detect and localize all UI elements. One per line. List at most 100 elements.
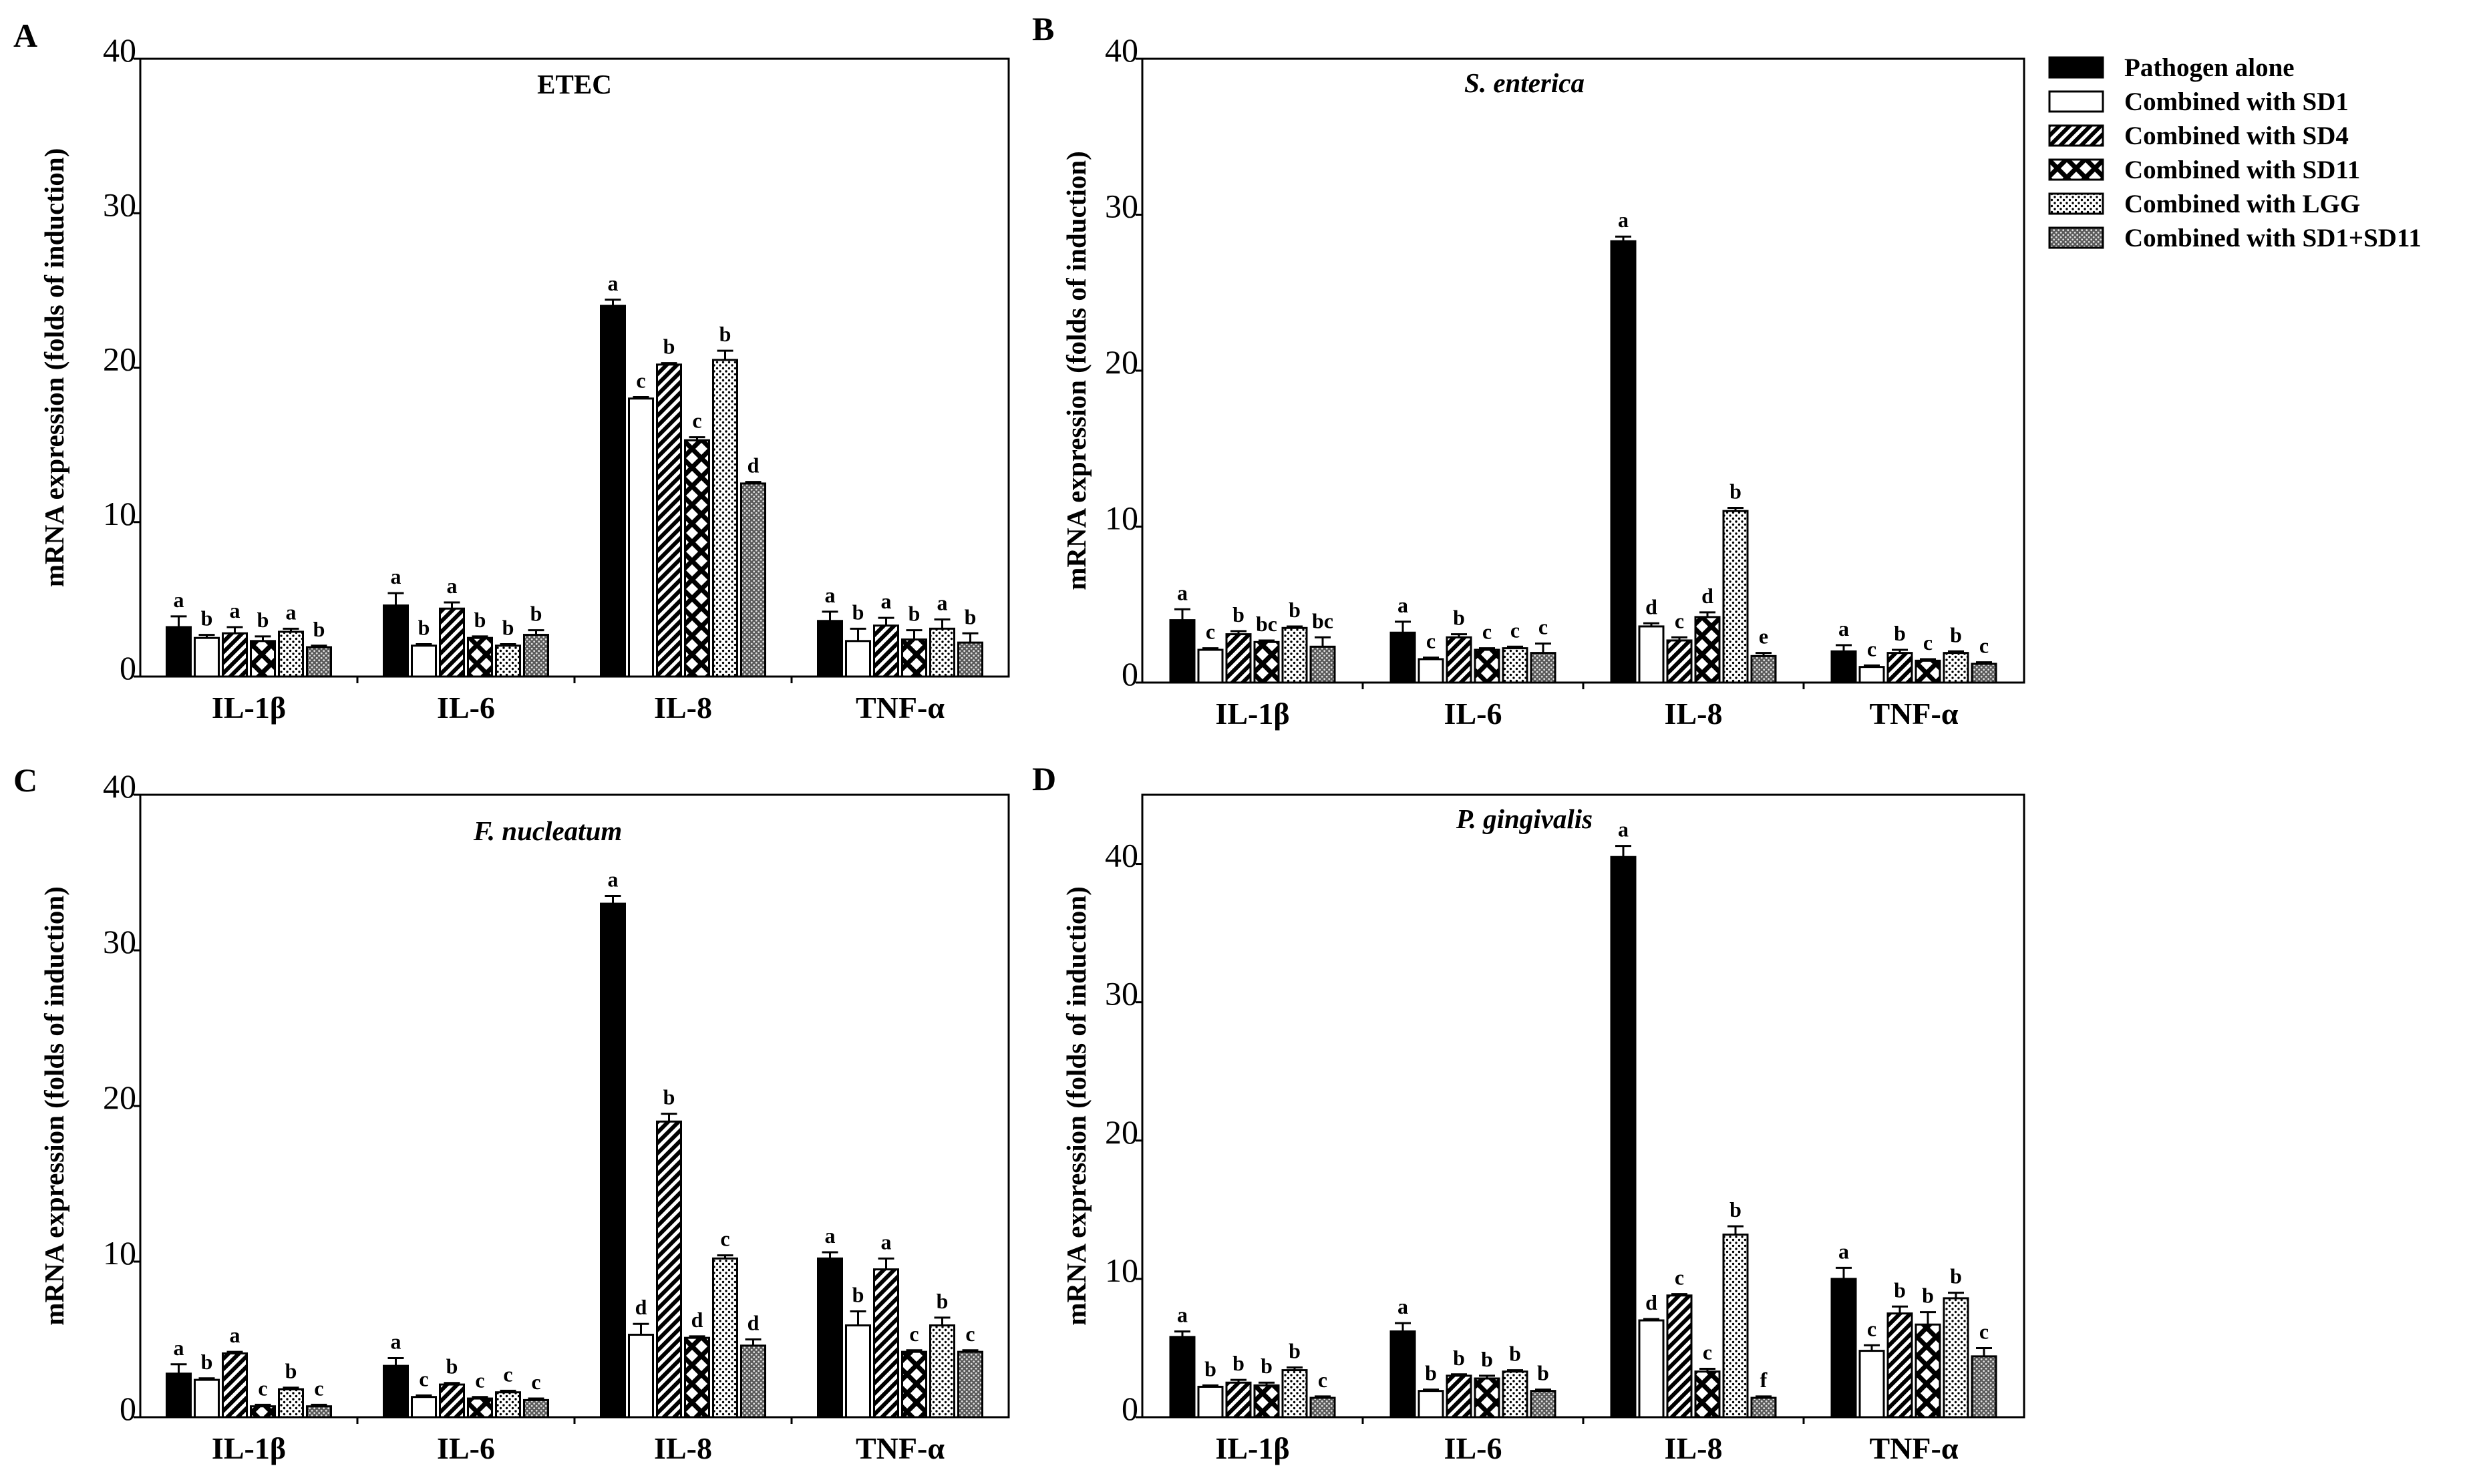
legend-label: Combined with LGG: [2124, 190, 2360, 218]
significance-letter: b: [719, 322, 731, 346]
bar-sd4-il1b: [1225, 1381, 1252, 1419]
significance-letter: b: [1453, 1346, 1465, 1370]
panel-title: ETEC: [537, 69, 612, 100]
bar-lgg-il1b: [278, 630, 304, 678]
bar-sd1-tnfa: [1858, 666, 1885, 684]
x-tick-label-il8: IL-8: [1665, 697, 1723, 731]
legend-swatch: [2048, 192, 2104, 215]
significance-letter: a: [937, 590, 948, 614]
bar-sd11-tnfa: [901, 638, 927, 678]
significance-letter: a: [1177, 580, 1188, 604]
y-axis-label: mRNA expression (folds of induction): [1061, 886, 1092, 1326]
bar-pathogen-il6: [383, 1364, 409, 1419]
panel-c: C F. nucleatum mRNA expression (folds of i…: [13, 761, 1010, 1465]
y-tick-label: 0: [120, 1390, 136, 1427]
significance-letter: e: [1759, 624, 1768, 648]
plot-frame: [139, 57, 1010, 678]
significance-letter: a: [230, 598, 240, 622]
significance-letter: c: [692, 409, 701, 433]
significance-letter: b: [1289, 1338, 1301, 1362]
bar-sd1-sd11-il8: [740, 1344, 766, 1419]
bar-sd1-sd11-il8: [740, 482, 766, 678]
y-tick-label: 20: [1105, 1113, 1138, 1151]
legend-label: Combined with SD4: [2124, 122, 2349, 150]
bar-sd4-il1b: [222, 1352, 248, 1419]
bar-sd1-sd11-tnfa: [957, 641, 983, 678]
legend-label: Combined with SD11: [2124, 156, 2360, 184]
significance-letter: b: [1950, 622, 1962, 646]
significance-letter: b: [663, 1085, 675, 1109]
significance-letter: b: [1729, 479, 1742, 503]
bar-sd4-tnfa: [1886, 652, 1913, 684]
bar-sd1-tnfa: [845, 640, 871, 678]
bar-sd11-il6: [467, 636, 493, 678]
significance-letter: a: [825, 1224, 836, 1248]
bar-sd4-il1b: [1225, 633, 1252, 684]
bar-sd11-il8: [1694, 616, 1721, 684]
significance-letter: c: [419, 1366, 428, 1390]
significance-letter: d: [635, 1295, 647, 1319]
significance-letter: a: [286, 600, 297, 624]
significance-letter: d: [691, 1308, 703, 1332]
significance-letter: c: [475, 1368, 484, 1393]
bar-sd1-sd11-il6: [1530, 652, 1556, 684]
bar-sd4-tnfa: [873, 1268, 899, 1419]
significance-letter: c: [531, 1370, 540, 1394]
significance-letter: c: [1426, 629, 1436, 653]
bar-lgg-il1b: [1281, 626, 1308, 684]
y-tick-label: 40: [1105, 31, 1138, 69]
significance-letter: f: [1760, 1368, 1768, 1392]
significance-letter: c: [909, 1322, 919, 1346]
x-tick-label-il6: IL-6: [437, 691, 495, 725]
bar-sd11-il1b: [250, 640, 276, 678]
significance-letter: c: [720, 1227, 729, 1251]
legend-swatch: [2048, 158, 2104, 181]
significance-letter: b: [530, 602, 542, 626]
bar-sd1-il8: [1638, 1319, 1665, 1419]
significance-letter: b: [1425, 1361, 1437, 1385]
bar-lgg-il6: [1502, 647, 1528, 684]
significance-letter: c: [1979, 1319, 1989, 1343]
bar-lgg-tnfa: [1943, 1297, 1969, 1419]
bar-sd11-il1b: [250, 1405, 276, 1419]
significance-letter: c: [1675, 608, 1684, 632]
significance-letter: b: [1509, 1342, 1521, 1366]
significance-letter: a: [391, 1329, 401, 1353]
significance-letter: d: [748, 1311, 760, 1335]
y-tick-label: 20: [1105, 343, 1138, 381]
significance-letter: c: [258, 1376, 267, 1400]
significance-letter: c: [1538, 615, 1548, 639]
panel-letter: C: [13, 761, 37, 799]
significance-letter: c: [1703, 1340, 1712, 1364]
x-tick-label-tnfa: TNF-α: [1870, 1431, 1959, 1465]
bar-pathogen-il1b: [166, 1372, 192, 1419]
significance-letter: b: [1232, 602, 1245, 626]
significance-letter: c: [1206, 620, 1215, 644]
bar-sd1-tnfa: [845, 1324, 871, 1419]
bar-pathogen-il1b: [1169, 1336, 1196, 1419]
significance-letter: c: [1979, 634, 1989, 658]
significance-letter: b: [937, 1289, 949, 1313]
significance-letter: c: [503, 1362, 512, 1386]
y-tick-label: 0: [1122, 1390, 1138, 1427]
significance-letter: a: [825, 583, 836, 607]
x-tick-label-il8: IL-8: [654, 1431, 712, 1465]
significance-letter: b: [285, 1359, 297, 1383]
y-tick-label: 10: [1105, 1252, 1138, 1289]
y-tick-label: 40: [103, 767, 136, 805]
significance-letter: b: [257, 608, 269, 632]
bar-sd1-sd11-il1b: [306, 646, 332, 678]
bar-sd4-il8: [656, 363, 682, 678]
significance-letter: b: [313, 617, 325, 641]
x-tick-label-tnfa: TNF-α: [856, 691, 945, 725]
significance-letter: bc: [1256, 612, 1277, 636]
bar-sd4-il8: [656, 1120, 682, 1419]
y-tick-label: 10: [103, 495, 136, 532]
legend-label: Combined with SD1: [2124, 87, 2349, 116]
y-tick-label: 10: [103, 1234, 136, 1272]
significance-letter: b: [201, 1350, 213, 1374]
bar-sd1-il1b: [194, 636, 220, 678]
legend-item-sd1: Combined with SD1: [2048, 87, 2349, 116]
significance-letter: a: [608, 867, 619, 891]
legend-swatch: [2048, 90, 2104, 113]
